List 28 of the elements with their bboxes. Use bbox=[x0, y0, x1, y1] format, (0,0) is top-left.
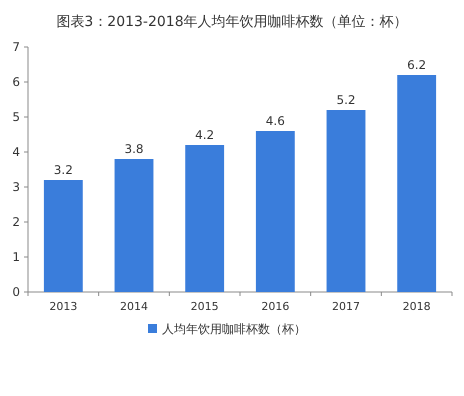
y-tick-label: 0 bbox=[12, 285, 20, 299]
x-tick-label: 2013 bbox=[49, 300, 78, 313]
data-label: 3.8 bbox=[124, 142, 144, 156]
y-tick-label: 7 bbox=[12, 40, 20, 54]
x-tick-label: 2016 bbox=[261, 300, 290, 313]
data-label: 4.6 bbox=[266, 114, 285, 128]
y-tick-label: 3 bbox=[12, 180, 20, 194]
bar bbox=[44, 180, 83, 292]
bar bbox=[256, 131, 295, 292]
y-tick-label: 5 bbox=[12, 110, 20, 124]
data-label: 3.2 bbox=[54, 163, 73, 177]
bar bbox=[397, 75, 436, 292]
x-tick-label: 2017 bbox=[332, 300, 360, 313]
legend-label: 人均年饮用咖啡杯数（杯） bbox=[162, 322, 306, 336]
data-label: 4.2 bbox=[195, 128, 214, 142]
bar bbox=[114, 159, 154, 292]
bar bbox=[326, 110, 366, 292]
y-tick-label: 2 bbox=[12, 215, 20, 229]
y-tick-label: 1 bbox=[12, 250, 20, 264]
x-tick-label: 2015 bbox=[190, 300, 219, 313]
data-label: 6.2 bbox=[407, 58, 426, 72]
x-tick-label: 2018 bbox=[402, 300, 431, 313]
bar bbox=[185, 145, 224, 292]
x-tick-label: 2014 bbox=[120, 300, 148, 313]
y-tick-label: 4 bbox=[12, 145, 20, 159]
y-tick-label: 6 bbox=[12, 75, 20, 89]
chart-title: 图表3：2013-2018年人均年饮用咖啡杯数（单位：杯） bbox=[56, 14, 408, 30]
data-label: 5.2 bbox=[336, 93, 356, 107]
